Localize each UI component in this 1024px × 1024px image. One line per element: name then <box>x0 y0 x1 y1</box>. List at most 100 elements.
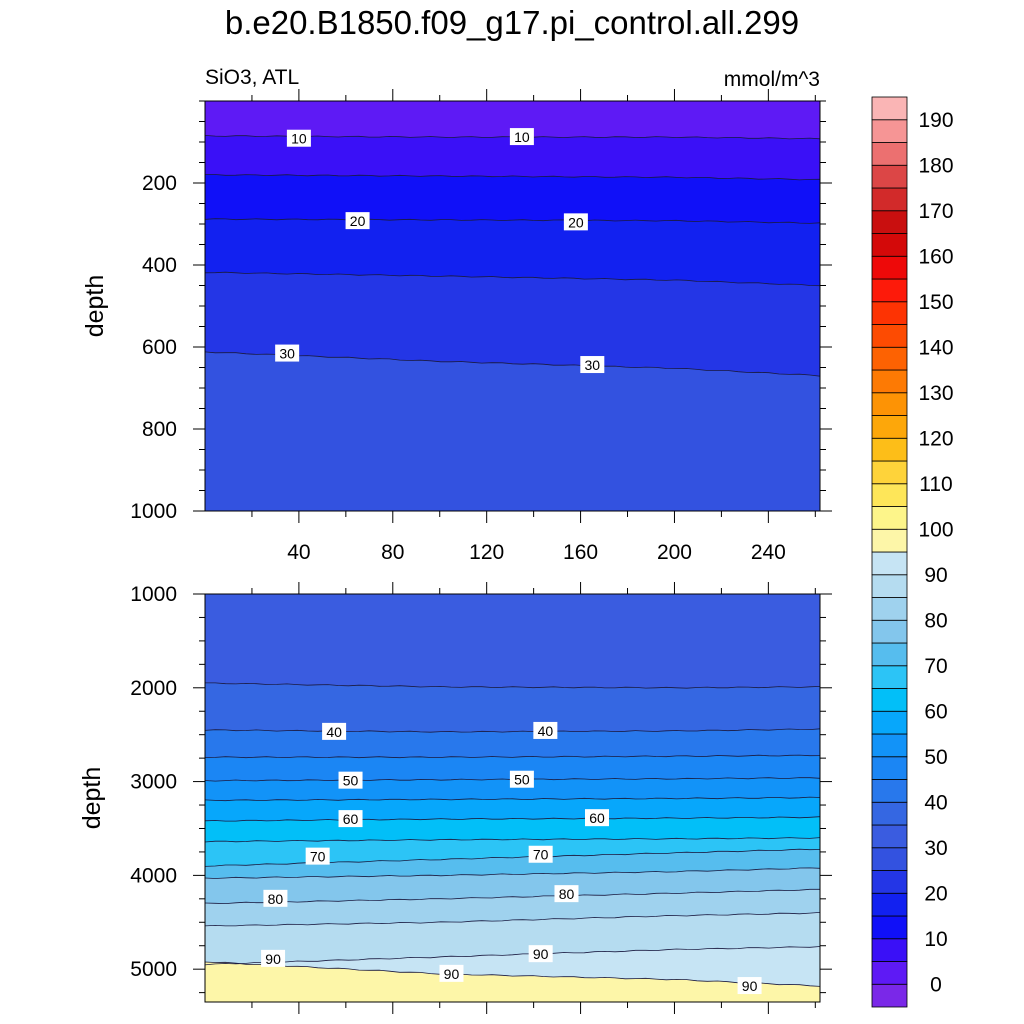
colorbar-label: 80 <box>924 609 947 632</box>
contour-label-text: 50 <box>514 772 530 788</box>
contour-label-box <box>338 810 363 828</box>
y-tick-label: 1000 <box>130 583 177 606</box>
colorbar-swatch <box>871 733 908 758</box>
colorbar-swatch <box>871 346 908 371</box>
colorbar-label: 170 <box>918 200 953 223</box>
colorbar-swatch <box>871 324 908 348</box>
contour-label-box <box>263 889 288 907</box>
colorbar-swatch <box>871 187 908 212</box>
contour-label-box <box>533 721 558 739</box>
colorbar-swatch <box>871 392 908 416</box>
contour-label-box <box>322 722 347 740</box>
colorbar-swatch <box>871 779 908 803</box>
colorbar-label: 0 <box>930 973 942 996</box>
colorbar-swatch <box>871 233 908 257</box>
x-tick-label: 40 <box>287 541 310 564</box>
colorbar-swatch <box>871 710 908 735</box>
contour-label-text: 10 <box>291 131 307 147</box>
colorbar-swatch <box>871 164 908 189</box>
contour-line <box>205 961 820 987</box>
contour-label-text: 40 <box>326 724 342 740</box>
y-tick-label: 2000 <box>130 677 177 700</box>
colorbar-swatch <box>871 574 908 598</box>
colorbar-swatch <box>871 915 908 940</box>
colorbar-swatch <box>871 437 908 462</box>
contour-label-box <box>554 885 579 903</box>
contour-label: 20 <box>563 213 588 231</box>
contour-label-box <box>509 770 534 788</box>
colorbar-label: 70 <box>924 655 947 678</box>
contour-label-box <box>439 964 464 982</box>
contour-line <box>205 837 820 843</box>
contour-label-text: 20 <box>568 214 584 230</box>
contour-label: 50 <box>509 770 534 788</box>
contour-label-box <box>563 213 588 231</box>
contour-band <box>205 351 820 511</box>
contour-line <box>205 867 820 879</box>
colorbar-swatch <box>871 619 908 644</box>
x-tick-label: 80 <box>381 541 404 564</box>
contour-line <box>205 912 820 927</box>
contour-line <box>205 796 820 802</box>
colorbar-swatch <box>871 551 908 576</box>
contour-label-box <box>509 128 534 146</box>
colorbar-swatch <box>871 278 908 303</box>
colorbar-label: 40 <box>924 791 947 814</box>
y-tick-label: 3000 <box>130 771 177 794</box>
colorbar-swatch <box>871 756 908 780</box>
colorbar: 0 10 20 30 40 50 60 70 80 90 100 110 120 130 140 150 160… <box>871 96 954 1008</box>
chart-title: b.e20.B1850.f09_g17.pi_control.all.299 <box>224 4 800 41</box>
contour-label: 70 <box>305 847 330 865</box>
colorbar-swatch <box>871 961 908 985</box>
colorbar-swatch <box>871 96 908 121</box>
contour-label: 90 <box>439 964 464 982</box>
contour-label-box <box>338 771 363 789</box>
contour-label: 40 <box>322 722 347 740</box>
colorbar-swatch <box>871 892 908 917</box>
contour-band <box>205 962 820 1002</box>
contour-label-box <box>305 847 330 865</box>
contour-line <box>205 271 820 287</box>
colorbar-swatch <box>871 642 908 667</box>
colorbar-swatch <box>871 938 908 962</box>
colorbar-swatch <box>871 688 908 712</box>
colorbar-swatch <box>871 870 908 894</box>
colorbar-label: 100 <box>918 518 953 541</box>
y-tick-label: 4000 <box>130 864 177 887</box>
contour-label: 20 <box>345 212 370 230</box>
y-tick-label: 200 <box>142 172 177 195</box>
contour-label: 80 <box>554 885 579 903</box>
colorbar-label: 120 <box>918 427 953 450</box>
y-tick-label: 5000 <box>130 958 177 981</box>
contour-label-text: 90 <box>444 966 460 982</box>
contour-label-text: 90 <box>265 951 281 967</box>
contour-label: 50 <box>338 771 363 789</box>
contour-label-text: 90 <box>533 946 549 962</box>
colorbar-label: 140 <box>918 336 953 359</box>
y-tick-label: 400 <box>142 254 177 277</box>
plot-frame <box>204 593 821 1003</box>
contour-line <box>205 682 820 689</box>
contour-label: 80 <box>263 889 288 907</box>
contour-label: 90 <box>528 945 553 963</box>
contour-label: 90 <box>737 977 762 995</box>
contour-label: 40 <box>533 721 558 739</box>
colorbar-swatch <box>871 665 908 689</box>
contour-label-box <box>737 977 762 995</box>
contour-label-text: 70 <box>533 847 549 863</box>
contour-label-box <box>585 809 610 827</box>
contour-label-text: 70 <box>310 849 326 865</box>
contour-label: 30 <box>275 344 300 362</box>
colorbar-label: 160 <box>918 245 953 268</box>
contour-label: 30 <box>580 356 605 374</box>
lower-panel: 40 40 50 50 60 60 70 70 80 80 90 90 90 90 1000 2000 3000… <box>78 582 832 1014</box>
contour-fills: 10 10 20 20 30 30 <box>205 101 820 511</box>
colorbar-label: 190 <box>918 109 953 132</box>
contour-label: 70 <box>528 845 553 863</box>
contour-label-box <box>528 945 553 963</box>
y-tick-label: 800 <box>142 418 177 441</box>
contour-line <box>205 351 820 377</box>
colorbar-swatch <box>871 824 908 849</box>
contour-label-text: 40 <box>538 723 554 739</box>
